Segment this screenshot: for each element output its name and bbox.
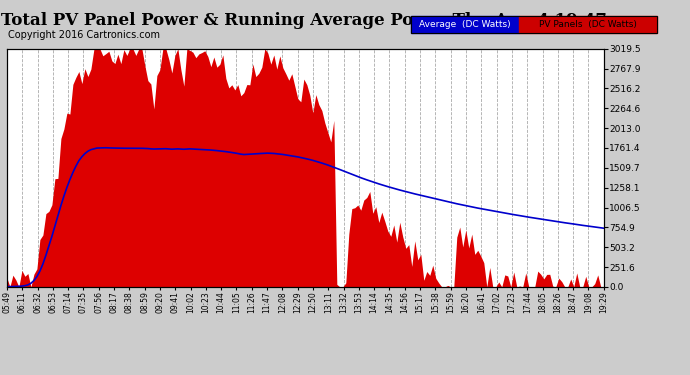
Text: PV Panels  (DC Watts): PV Panels (DC Watts): [539, 20, 637, 29]
Text: Copyright 2016 Cartronics.com: Copyright 2016 Cartronics.com: [8, 30, 160, 40]
Text: Total PV Panel Power & Running Average Power Thu Aug 4 19:47: Total PV Panel Power & Running Average P…: [1, 12, 607, 29]
Text: Average  (DC Watts): Average (DC Watts): [419, 20, 511, 29]
